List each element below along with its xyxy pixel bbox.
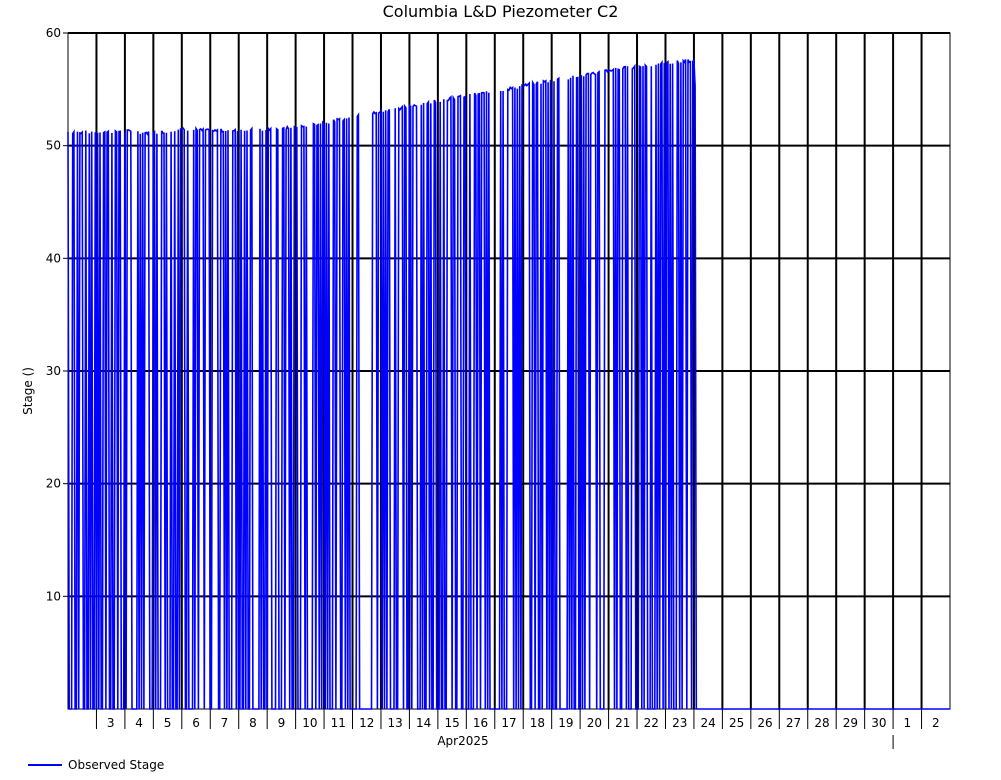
x-tick-label: 9 [278,716,286,730]
series-layer [67,57,950,710]
x-tick-label: 5 [164,716,172,730]
x-tick-label: 27 [786,716,801,730]
series-line-observed-stage [67,57,950,710]
x-tick-label: 22 [644,716,659,730]
x-tick-label: 23 [672,716,687,730]
y-tick-label: 50 [46,139,61,153]
x-tick-label: 15 [444,716,459,730]
x-tick-label: 6 [192,716,200,730]
x-tick-label: 4 [135,716,143,730]
x-tick-label: 10 [302,716,317,730]
x-tick-label: 3 [107,716,115,730]
x-tick-label: 28 [814,716,829,730]
y-tick-label: 30 [46,364,61,378]
x-tick-label: 18 [530,716,545,730]
x-tick-label: 1 [904,716,912,730]
x-tick-label: 19 [558,716,573,730]
x-axis-label: Apr2025 [437,734,488,748]
x-tick-label: 12 [359,716,374,730]
x-tick-label: 29 [843,716,858,730]
y-tick-label: 10 [46,589,61,603]
y-tick-label: 60 [46,26,61,40]
x-tick-label: 17 [501,716,516,730]
x-tick-label: 26 [757,716,772,730]
x-tick-label: 2 [932,716,940,730]
x-tick-label: 25 [729,716,744,730]
legend-label: Observed Stage [68,758,165,772]
x-tick-label: 13 [388,716,403,730]
y-tick-label: 40 [46,251,61,265]
y-axis-label: Stage () [21,367,35,415]
x-tick-label: 20 [587,716,602,730]
legend: Observed Stage [28,756,164,774]
x-tick-label: 14 [416,716,431,730]
x-tick-label: 24 [701,716,716,730]
x-tick-label: 21 [615,716,630,730]
x-tick-label: 8 [249,716,257,730]
x-tick-label: 7 [221,716,229,730]
y-tick-label: 20 [46,477,61,491]
x-tick-label: 30 [871,716,886,730]
chart-title: Columbia L&D Piezometer C2 [382,2,619,21]
x-tick-label: 16 [473,716,488,730]
x-tick-label: 11 [331,716,346,730]
legend-swatch [28,764,62,766]
